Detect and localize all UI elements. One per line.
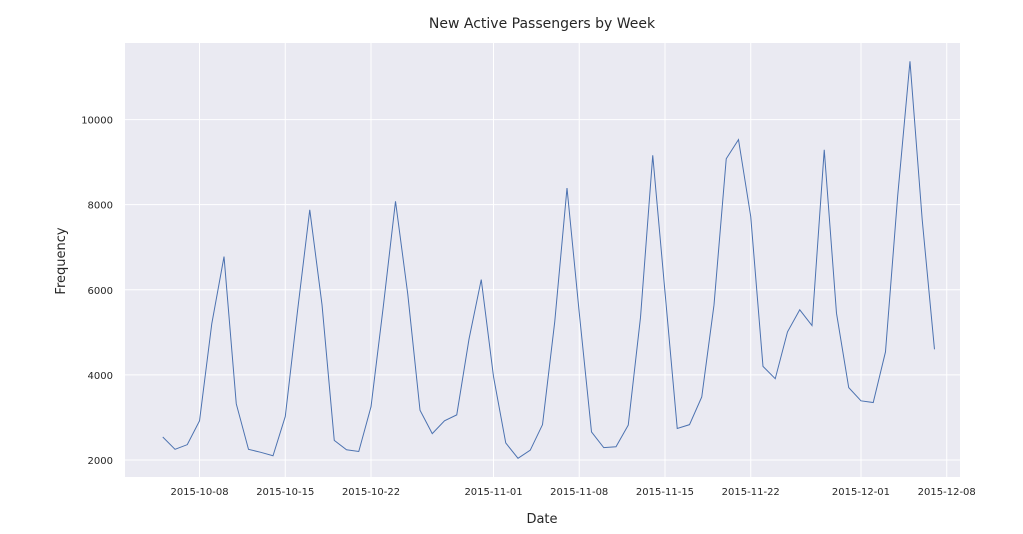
y-tick-label: 8000 bbox=[88, 201, 113, 212]
x-tick-label: 2015-10-22 bbox=[342, 487, 400, 498]
y-tick-label: 10000 bbox=[81, 116, 113, 127]
series-line bbox=[162, 61, 935, 459]
y-axis-label: Frequency bbox=[54, 227, 69, 294]
x-tick-label: 2015-11-01 bbox=[464, 487, 522, 498]
x-axis-label: Date bbox=[526, 512, 557, 527]
x-tick-label: 2015-10-08 bbox=[170, 487, 228, 498]
x-tick-label: 2015-12-01 bbox=[832, 487, 890, 498]
y-tick-labels: 2000 4000 6000 8000 10000 bbox=[81, 116, 113, 467]
y-tick-label: 6000 bbox=[88, 286, 113, 297]
y-tick-label: 2000 bbox=[88, 456, 113, 467]
chart-title: New Active Passengers by Week bbox=[429, 16, 656, 32]
x-tick-labels: 2015-10-08 2015-10-15 2015-10-22 2015-11-01… bbox=[170, 487, 975, 498]
x-tick-label: 2015-11-08 bbox=[550, 487, 608, 498]
x-gridlines bbox=[199, 43, 948, 477]
x-tick-label: 2015-10-15 bbox=[256, 487, 314, 498]
plot-area bbox=[125, 43, 960, 477]
x-tick-label: 2015-12-08 bbox=[918, 487, 976, 498]
x-tick-label: 2015-11-22 bbox=[722, 487, 780, 498]
x-tick-label: 2015-11-15 bbox=[636, 487, 694, 498]
y-tick-label: 4000 bbox=[88, 371, 113, 382]
